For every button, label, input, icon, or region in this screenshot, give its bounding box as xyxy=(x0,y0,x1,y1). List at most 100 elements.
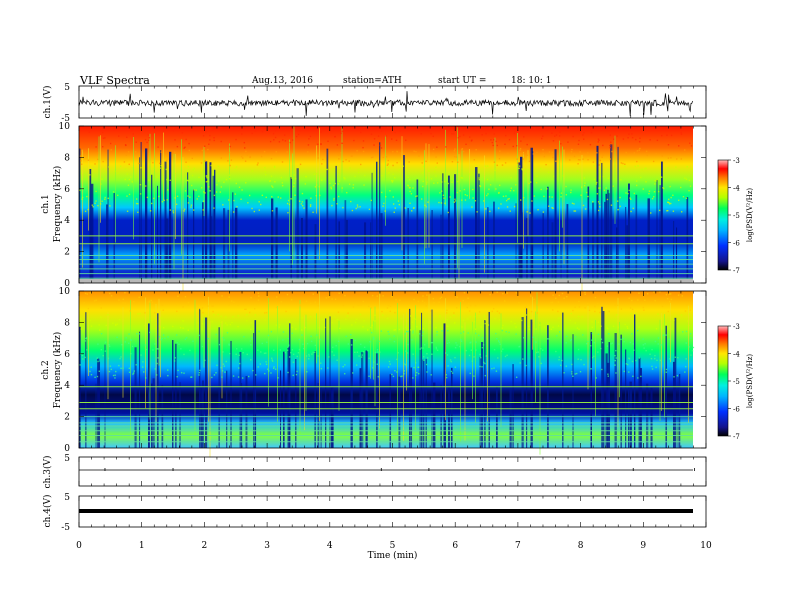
speckle xyxy=(347,343,350,345)
speckle xyxy=(114,323,117,326)
speckle xyxy=(486,178,489,181)
speckle xyxy=(396,150,398,153)
speckle xyxy=(203,200,205,202)
dark-streak xyxy=(179,382,181,448)
speckle xyxy=(447,330,449,332)
speckle xyxy=(462,319,465,322)
dark-streak xyxy=(296,168,299,283)
speckle xyxy=(475,349,477,351)
speckle xyxy=(242,157,244,159)
speckle xyxy=(614,364,616,366)
speckle xyxy=(665,368,668,371)
speckle xyxy=(207,305,209,307)
speckle xyxy=(112,322,114,324)
speckle xyxy=(110,149,112,151)
speckle xyxy=(493,367,495,369)
speckle xyxy=(145,185,147,187)
speckle xyxy=(535,341,537,343)
speckle xyxy=(506,354,508,356)
speckle xyxy=(415,318,417,320)
speckle xyxy=(180,348,182,350)
speckle xyxy=(496,164,498,167)
speckle xyxy=(224,371,226,373)
speckle xyxy=(198,195,200,198)
speckle xyxy=(587,159,589,161)
speckle xyxy=(638,326,640,328)
speckle xyxy=(445,376,448,379)
speckle xyxy=(598,187,600,189)
dark-streak xyxy=(331,387,334,448)
speckle xyxy=(622,337,624,340)
speckle xyxy=(198,176,200,179)
speckle xyxy=(102,168,104,170)
speckle xyxy=(159,167,162,169)
speckle xyxy=(228,296,230,298)
speckle xyxy=(598,177,601,179)
speckle xyxy=(661,305,664,308)
speckle xyxy=(188,149,191,152)
speckle xyxy=(480,326,482,328)
speckle xyxy=(248,194,251,197)
speckle xyxy=(221,376,223,378)
speckle xyxy=(451,133,453,135)
speckle xyxy=(443,126,446,129)
speckle xyxy=(187,301,190,304)
speckle xyxy=(309,315,312,318)
speckle xyxy=(332,346,334,349)
speckle xyxy=(263,150,266,153)
dark-streak xyxy=(85,312,87,448)
speckle xyxy=(467,297,469,299)
speckle xyxy=(555,134,558,136)
speckle xyxy=(430,178,433,180)
speckle xyxy=(313,173,316,176)
speckle xyxy=(586,302,589,305)
speckle xyxy=(513,189,515,192)
speckle xyxy=(302,347,305,350)
speckle xyxy=(342,304,345,307)
speckle xyxy=(370,326,372,329)
speckle xyxy=(220,186,223,188)
speckle xyxy=(490,139,492,141)
speckle xyxy=(296,370,298,373)
speckle xyxy=(265,361,267,363)
speckle xyxy=(191,174,194,177)
speckle xyxy=(550,301,552,304)
speckle xyxy=(228,304,230,306)
speckle xyxy=(667,310,669,313)
speckle xyxy=(447,325,449,327)
bright-streak xyxy=(175,153,176,240)
speckle xyxy=(456,307,458,309)
dark-streak xyxy=(166,218,169,283)
speckle xyxy=(341,130,344,133)
speckle xyxy=(685,365,687,368)
speckle xyxy=(493,348,496,351)
speckle xyxy=(426,371,428,373)
speckle xyxy=(274,368,277,370)
speckle xyxy=(632,207,635,210)
dark-streak xyxy=(271,198,274,283)
speckle xyxy=(272,132,275,135)
speckle xyxy=(577,143,580,145)
speckle xyxy=(507,198,509,200)
speckle xyxy=(118,364,120,367)
speckle xyxy=(425,305,427,307)
speckle xyxy=(154,312,156,314)
speckle xyxy=(655,366,657,369)
speckle xyxy=(421,172,424,174)
speckle xyxy=(174,151,176,153)
speckle xyxy=(191,157,193,160)
bright-streak xyxy=(268,298,269,407)
speckle xyxy=(105,171,108,173)
ch3-waveform-ylabel: ch.3(V) xyxy=(42,456,53,489)
speckle xyxy=(541,137,543,140)
speckle xyxy=(684,177,686,179)
speckle xyxy=(344,127,346,129)
speckle xyxy=(159,317,162,319)
speckle xyxy=(584,208,587,210)
speckle xyxy=(370,156,373,159)
speckle xyxy=(597,302,599,305)
speckle xyxy=(536,312,538,314)
speckle xyxy=(388,333,390,335)
speckle xyxy=(508,331,510,334)
speckle xyxy=(610,343,612,345)
